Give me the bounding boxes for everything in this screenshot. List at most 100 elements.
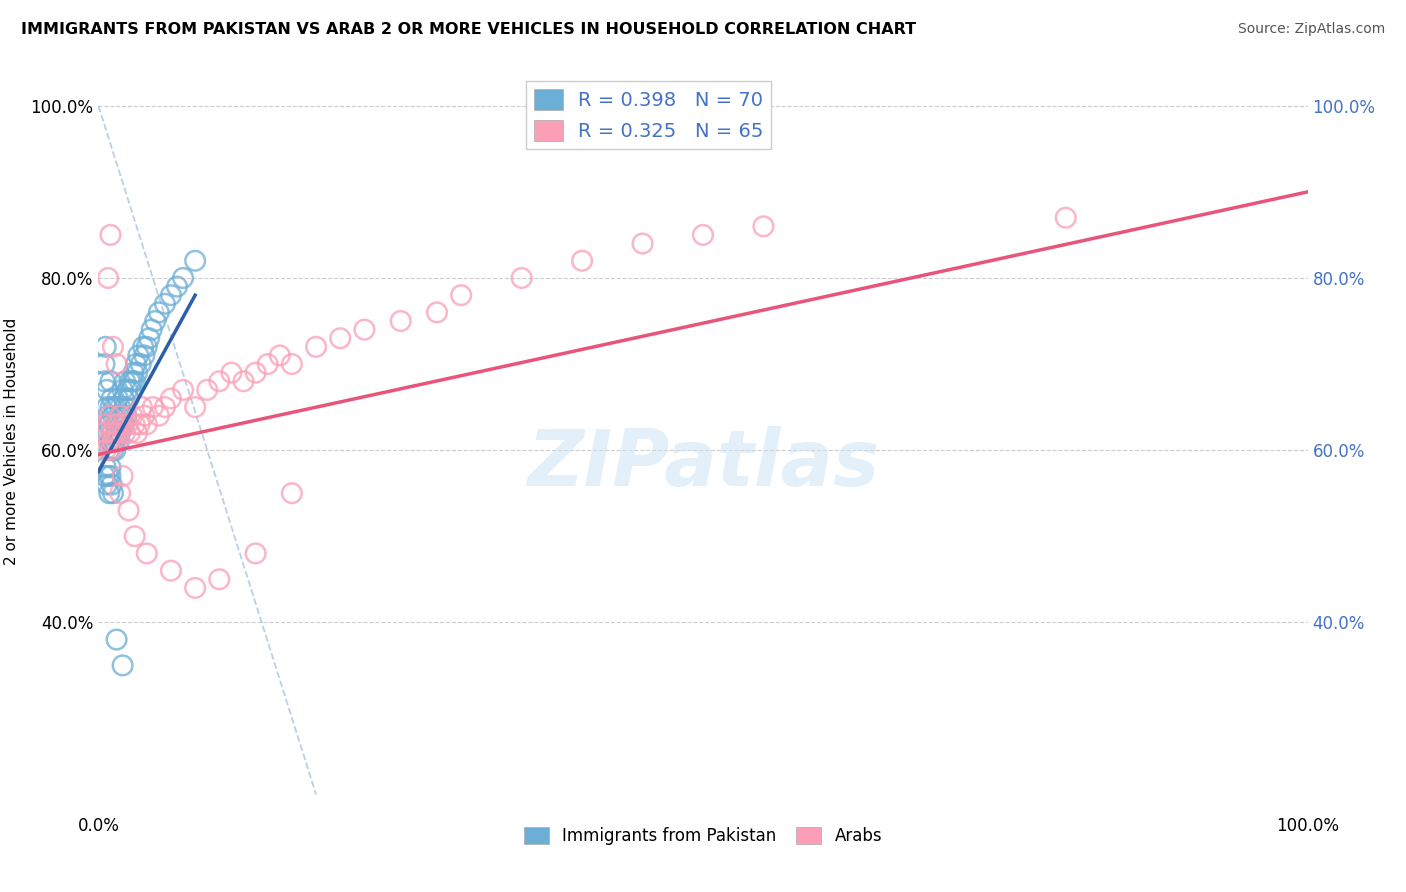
Point	[160, 288, 183, 302]
Point	[111, 469, 134, 483]
Point	[108, 486, 131, 500]
Point	[114, 400, 136, 414]
Point	[510, 271, 533, 285]
Point	[269, 348, 291, 362]
Point	[124, 374, 146, 388]
Point	[101, 340, 124, 354]
Point	[208, 572, 231, 586]
Point	[138, 331, 160, 345]
Point	[98, 409, 121, 423]
Point	[127, 348, 149, 362]
Point	[118, 503, 141, 517]
Point	[100, 400, 122, 414]
Point	[107, 417, 129, 432]
Point	[132, 340, 155, 354]
Point	[752, 219, 775, 234]
Point	[100, 443, 122, 458]
Point	[232, 374, 254, 388]
Point	[97, 271, 120, 285]
Point	[98, 417, 121, 432]
Point	[184, 400, 207, 414]
Point	[125, 357, 148, 371]
Point	[104, 443, 127, 458]
Point	[93, 425, 115, 440]
Point	[114, 425, 136, 440]
Point	[110, 417, 132, 432]
Point	[111, 383, 134, 397]
Point	[450, 288, 472, 302]
Point	[135, 546, 157, 560]
Point	[120, 383, 142, 397]
Y-axis label: 2 or more Vehicles in Household: 2 or more Vehicles in Household	[4, 318, 20, 566]
Point	[160, 392, 183, 406]
Point	[135, 417, 157, 432]
Point	[353, 323, 375, 337]
Point	[105, 357, 128, 371]
Point	[148, 409, 170, 423]
Point	[166, 279, 188, 293]
Point	[131, 400, 153, 414]
Point	[148, 305, 170, 319]
Point	[128, 417, 150, 432]
Point	[103, 417, 125, 432]
Point	[104, 425, 127, 440]
Point	[98, 443, 121, 458]
Point	[124, 417, 146, 432]
Point	[112, 417, 135, 432]
Point	[108, 409, 131, 423]
Point	[97, 469, 120, 483]
Point	[111, 417, 134, 432]
Text: ZIPatlas: ZIPatlas	[527, 425, 879, 502]
Point	[305, 340, 328, 354]
Point	[105, 434, 128, 449]
Point	[103, 400, 125, 414]
Point	[105, 400, 128, 414]
Point	[117, 417, 139, 432]
Point	[134, 348, 156, 362]
Point	[571, 253, 593, 268]
Point	[245, 366, 267, 380]
Point	[100, 434, 122, 449]
Text: IMMIGRANTS FROM PAKISTAN VS ARAB 2 OR MORE VEHICLES IN HOUSEHOLD CORRELATION CHA: IMMIGRANTS FROM PAKISTAN VS ARAB 2 OR MO…	[21, 22, 917, 37]
Point	[108, 434, 131, 449]
Point	[101, 409, 124, 423]
Point	[426, 305, 449, 319]
Point	[104, 417, 127, 432]
Point	[94, 443, 117, 458]
Point	[100, 425, 122, 440]
Point	[96, 383, 118, 397]
Point	[135, 340, 157, 354]
Point	[281, 357, 304, 371]
Point	[100, 227, 122, 242]
Point	[256, 357, 278, 371]
Point	[195, 383, 218, 397]
Point	[93, 374, 115, 388]
Point	[100, 469, 122, 483]
Point	[108, 425, 131, 440]
Point	[631, 236, 654, 251]
Point	[160, 564, 183, 578]
Point	[108, 400, 131, 414]
Point	[141, 323, 163, 337]
Point	[281, 486, 304, 500]
Point	[208, 374, 231, 388]
Point	[153, 297, 176, 311]
Point	[121, 409, 143, 423]
Point	[101, 486, 124, 500]
Point	[98, 486, 121, 500]
Point	[114, 374, 136, 388]
Point	[108, 409, 131, 423]
Point	[97, 425, 120, 440]
Point	[105, 425, 128, 440]
Point	[97, 434, 120, 449]
Point	[101, 443, 124, 458]
Point	[245, 546, 267, 560]
Point	[93, 357, 115, 371]
Point	[389, 314, 412, 328]
Point	[101, 434, 124, 449]
Point	[108, 425, 131, 440]
Point	[184, 253, 207, 268]
Point	[96, 477, 118, 491]
Point	[127, 366, 149, 380]
Point	[117, 383, 139, 397]
